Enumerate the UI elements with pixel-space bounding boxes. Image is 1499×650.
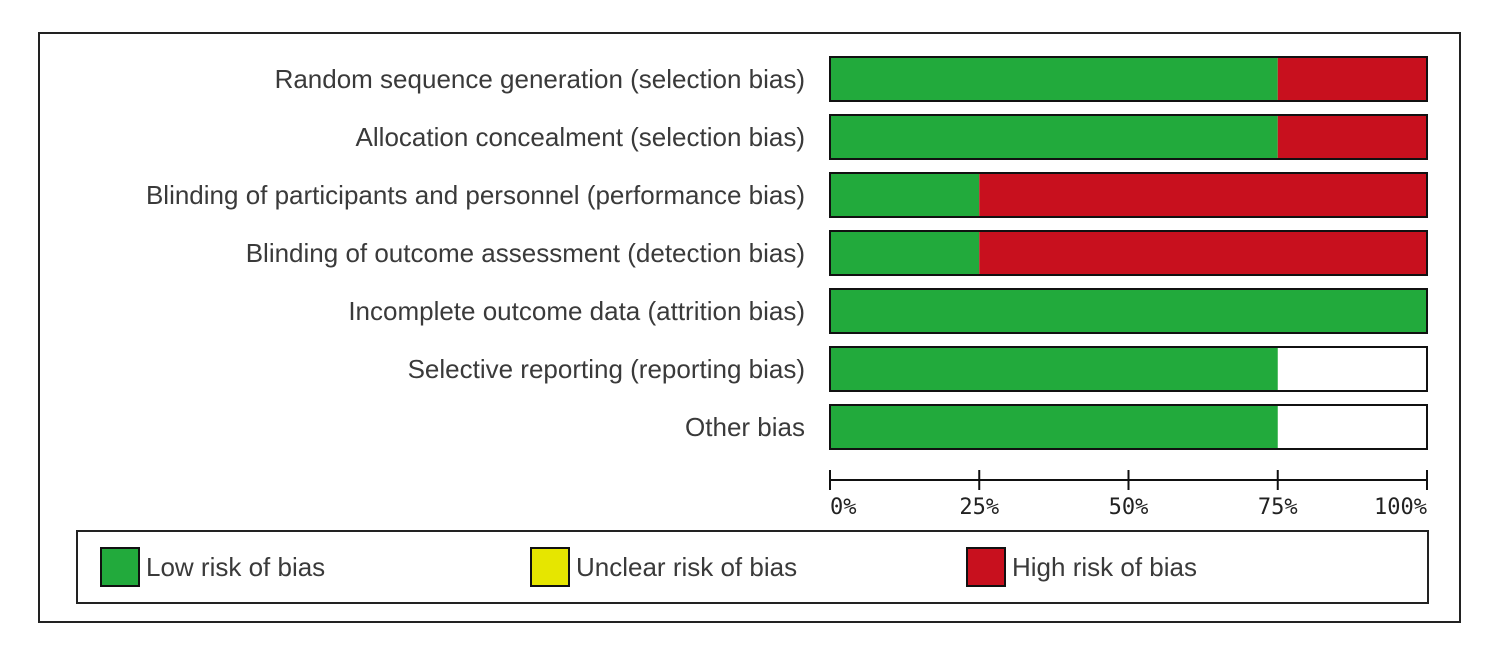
bar-outline bbox=[829, 230, 1428, 276]
legend-label-low: Low risk of bias bbox=[146, 551, 326, 582]
x-tick-label: 50% bbox=[1109, 495, 1149, 520]
bar-segment-low bbox=[830, 347, 1278, 391]
x-tick-label: 100% bbox=[1374, 495, 1427, 520]
legend-item-high: High risk of bias bbox=[966, 532, 1197, 602]
legend-label-high: High risk of bias bbox=[1012, 551, 1197, 582]
row-label: Blinding of participants and personnel (… bbox=[146, 180, 805, 210]
row-label: Other bias bbox=[685, 412, 805, 442]
legend-item-unclear: Unclear risk of bias bbox=[530, 532, 797, 602]
x-tick-label: 75% bbox=[1258, 495, 1298, 520]
legend-swatch-unclear bbox=[530, 547, 570, 587]
bar-segment-high bbox=[1277, 57, 1427, 101]
bar-segment-low bbox=[830, 57, 1278, 101]
legend-swatch-high bbox=[966, 547, 1006, 587]
legend-swatch-low bbox=[100, 547, 140, 587]
legend-item-low: Low risk of bias bbox=[100, 532, 325, 602]
legend: Low risk of bias Unclear risk of bias Hi… bbox=[76, 530, 1429, 604]
bar-segment-high bbox=[979, 173, 1427, 217]
bar-outline bbox=[829, 288, 1428, 334]
row-label: Random sequence generation (selection bi… bbox=[275, 64, 805, 94]
bar-outline bbox=[829, 404, 1428, 450]
bar-segment-low bbox=[830, 405, 1278, 449]
bar-outline bbox=[829, 172, 1428, 218]
x-tick-label: 25% bbox=[959, 495, 999, 520]
bar-segment-low bbox=[830, 231, 980, 275]
bar-outline bbox=[829, 56, 1428, 102]
bar-outline bbox=[829, 346, 1428, 392]
row-label: Incomplete outcome data (attrition bias) bbox=[348, 296, 805, 326]
row-label: Selective reporting (reporting bias) bbox=[408, 354, 805, 384]
bar-segment-low bbox=[830, 173, 980, 217]
bar-segment-low bbox=[830, 115, 1278, 159]
bar-segment-high bbox=[979, 231, 1427, 275]
bar-segment-low bbox=[830, 289, 1427, 333]
legend-label-unclear: Unclear risk of bias bbox=[576, 551, 798, 582]
bar-outline bbox=[829, 114, 1428, 160]
row-label: Blinding of outcome assessment (detectio… bbox=[246, 238, 805, 268]
row-label: Allocation concealment (selection bias) bbox=[356, 122, 805, 152]
bar-segment-high bbox=[1277, 115, 1427, 159]
x-tick-label: 0% bbox=[830, 495, 857, 520]
